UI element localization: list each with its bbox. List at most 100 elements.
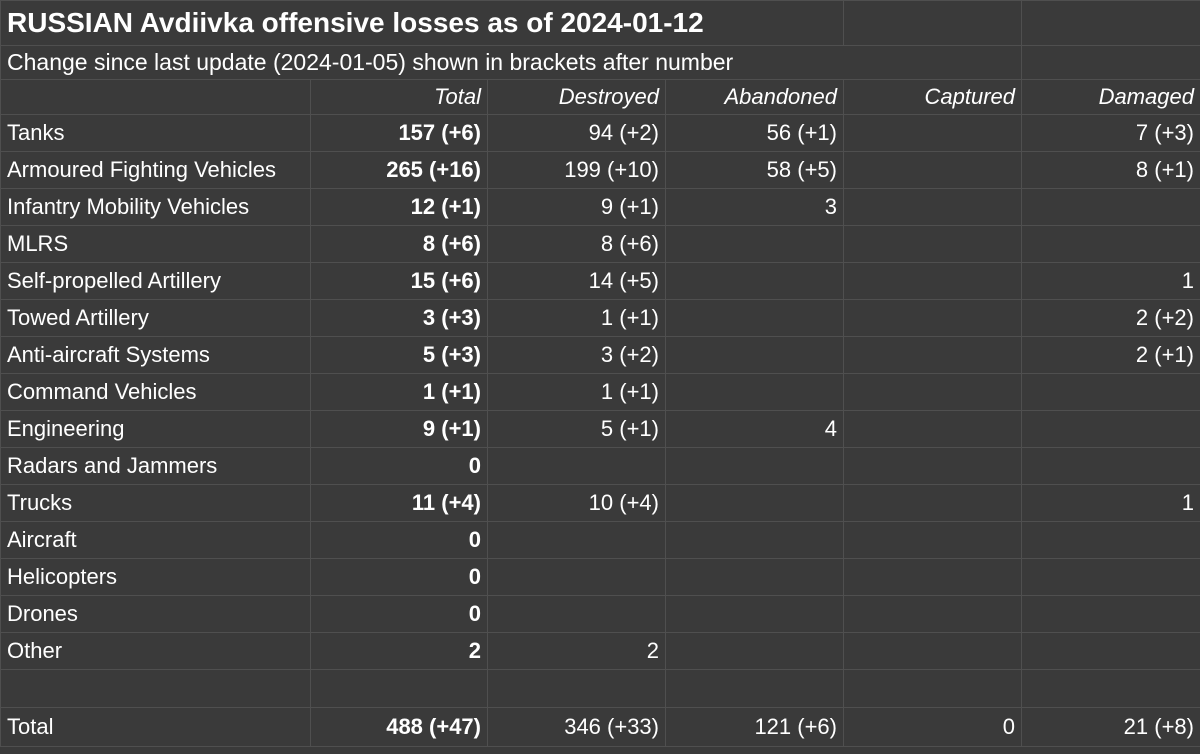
cell-total[interactable]: 265 (+16)	[310, 151, 488, 189]
cell-captured[interactable]: 0	[843, 707, 1022, 747]
cell-category[interactable]: Tanks	[0, 114, 311, 152]
cell-category[interactable]: Aircraft	[0, 521, 311, 559]
sheet-title[interactable]: RUSSIAN Avdiivka offensive losses as of …	[0, 0, 844, 46]
cell-damaged[interactable]	[1021, 225, 1200, 263]
cell-captured[interactable]	[843, 484, 1022, 522]
cell-destroyed[interactable]: 2	[487, 632, 666, 670]
cell-total[interactable]: 2	[310, 632, 488, 670]
cell-destroyed[interactable]	[487, 521, 666, 559]
cell-captured[interactable]	[843, 336, 1022, 374]
cell-captured[interactable]	[843, 410, 1022, 448]
cell-category[interactable]: Radars and Jammers	[0, 447, 311, 485]
cell-abandoned[interactable]	[665, 373, 844, 411]
cell-abandoned[interactable]	[665, 447, 844, 485]
cell-damaged[interactable]	[1021, 669, 1200, 708]
cell-captured[interactable]	[843, 151, 1022, 189]
header-cell-damaged[interactable]: Damaged	[1021, 79, 1200, 115]
empty-cell[interactable]	[1021, 0, 1200, 46]
cell-captured[interactable]	[843, 299, 1022, 337]
cell-category[interactable]: Other	[0, 632, 311, 670]
empty-cell[interactable]	[1021, 45, 1200, 80]
cell-captured[interactable]	[843, 595, 1022, 633]
cell-destroyed[interactable]: 346 (+33)	[487, 707, 666, 747]
cell-destroyed[interactable]	[487, 669, 666, 708]
cell-category[interactable]: Towed Artillery	[0, 299, 311, 337]
cell-abandoned[interactable]	[665, 595, 844, 633]
cell-damaged[interactable]	[1021, 595, 1200, 633]
cell-total[interactable]: 488 (+47)	[310, 707, 488, 747]
cell-abandoned[interactable]: 58 (+5)	[665, 151, 844, 189]
cell-total[interactable]: 157 (+6)	[310, 114, 488, 152]
header-cell-captured[interactable]: Captured	[843, 79, 1022, 115]
cell-total[interactable]: 3 (+3)	[310, 299, 488, 337]
cell-damaged[interactable]	[1021, 373, 1200, 411]
cell-damaged[interactable]: 7 (+3)	[1021, 114, 1200, 152]
cell-category[interactable]: Anti-aircraft Systems	[0, 336, 311, 374]
cell-damaged[interactable]	[1021, 410, 1200, 448]
cell-damaged[interactable]: 21 (+8)	[1021, 707, 1200, 747]
cell-category[interactable]: Drones	[0, 595, 311, 633]
empty-cell[interactable]	[843, 0, 1022, 46]
cell-category[interactable]: Helicopters	[0, 558, 311, 596]
cell-abandoned[interactable]	[665, 299, 844, 337]
cell-captured[interactable]	[843, 558, 1022, 596]
cell-category[interactable]: Engineering	[0, 410, 311, 448]
cell-captured[interactable]	[843, 521, 1022, 559]
cell-total[interactable]: 0	[310, 558, 488, 596]
cell-damaged[interactable]: 2 (+2)	[1021, 299, 1200, 337]
cell-captured[interactable]	[843, 262, 1022, 300]
cell-total[interactable]: 8 (+6)	[310, 225, 488, 263]
cell-captured[interactable]	[843, 225, 1022, 263]
cell-destroyed[interactable]: 9 (+1)	[487, 188, 666, 226]
cell-abandoned[interactable]	[665, 669, 844, 708]
cell-abandoned[interactable]	[665, 225, 844, 263]
cell-damaged[interactable]	[1021, 632, 1200, 670]
cell-abandoned[interactable]	[665, 521, 844, 559]
cell-category[interactable]: Trucks	[0, 484, 311, 522]
cell-total[interactable]: 0	[310, 447, 488, 485]
cell-damaged[interactable]: 8 (+1)	[1021, 151, 1200, 189]
cell-damaged[interactable]: 1	[1021, 484, 1200, 522]
cell-abandoned[interactable]: 3	[665, 188, 844, 226]
cell-destroyed[interactable]	[487, 595, 666, 633]
cell-total[interactable]: 0	[310, 521, 488, 559]
cell-total[interactable]: 12 (+1)	[310, 188, 488, 226]
cell-total[interactable]: 11 (+4)	[310, 484, 488, 522]
cell-destroyed[interactable]: 1 (+1)	[487, 373, 666, 411]
cell-damaged[interactable]	[1021, 521, 1200, 559]
cell-captured[interactable]	[843, 114, 1022, 152]
sheet-subtitle[interactable]: Change since last update (2024-01-05) sh…	[0, 45, 1022, 80]
cell-total[interactable]: 1 (+1)	[310, 373, 488, 411]
cell-abandoned[interactable]	[665, 336, 844, 374]
cell-abandoned[interactable]	[665, 558, 844, 596]
cell-destroyed[interactable]: 94 (+2)	[487, 114, 666, 152]
cell-abandoned[interactable]	[665, 262, 844, 300]
header-cell-category[interactable]	[0, 79, 311, 115]
cell-total[interactable]: 5 (+3)	[310, 336, 488, 374]
cell-total[interactable]: 0	[310, 595, 488, 633]
cell-category[interactable]: Armoured Fighting Vehicles	[0, 151, 311, 189]
header-cell-abandoned[interactable]: Abandoned	[665, 79, 844, 115]
cell-captured[interactable]	[843, 447, 1022, 485]
cell-destroyed[interactable]: 199 (+10)	[487, 151, 666, 189]
cell-category[interactable]: Total	[0, 707, 311, 747]
header-cell-total[interactable]: Total	[310, 79, 488, 115]
header-cell-destroyed[interactable]: Destroyed	[487, 79, 666, 115]
cell-category[interactable]: Infantry Mobility Vehicles	[0, 188, 311, 226]
cell-captured[interactable]	[843, 188, 1022, 226]
cell-total[interactable]: 15 (+6)	[310, 262, 488, 300]
cell-category[interactable]	[0, 669, 311, 708]
cell-total[interactable]	[310, 669, 488, 708]
cell-abandoned[interactable]	[665, 484, 844, 522]
cell-destroyed[interactable]: 10 (+4)	[487, 484, 666, 522]
cell-destroyed[interactable]: 1 (+1)	[487, 299, 666, 337]
cell-destroyed[interactable]: 5 (+1)	[487, 410, 666, 448]
cell-destroyed[interactable]	[487, 558, 666, 596]
cell-category[interactable]: Self-propelled Artillery	[0, 262, 311, 300]
cell-destroyed[interactable]: 14 (+5)	[487, 262, 666, 300]
cell-damaged[interactable]	[1021, 558, 1200, 596]
cell-abandoned[interactable]: 56 (+1)	[665, 114, 844, 152]
cell-category[interactable]: MLRS	[0, 225, 311, 263]
cell-captured[interactable]	[843, 632, 1022, 670]
cell-category[interactable]: Command Vehicles	[0, 373, 311, 411]
